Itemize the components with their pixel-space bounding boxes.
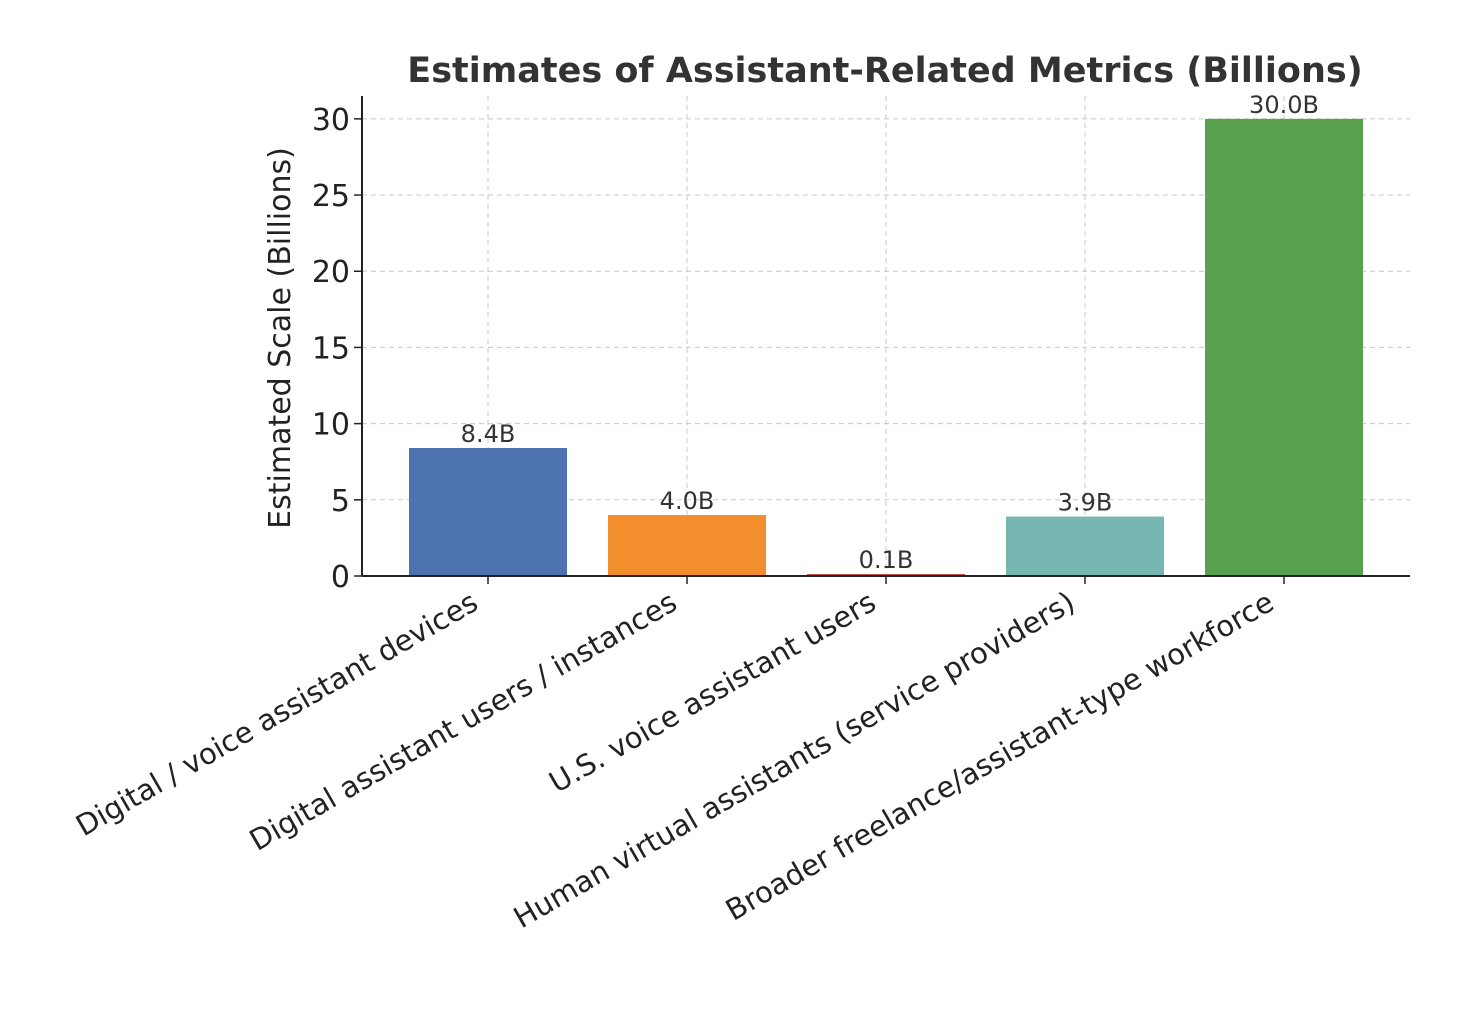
bar (1205, 118, 1363, 576)
data-label: 3.9B (1058, 489, 1113, 517)
bar (608, 515, 766, 576)
x-tick-label: Digital / voice assistant devices (70, 585, 484, 843)
data-label: 8.4B (461, 420, 516, 448)
y-tick-label: 5 (331, 484, 350, 519)
y-tick-label: 25 (312, 179, 350, 214)
axis-layer (354, 96, 1410, 584)
label-layer: 0 5 10 15 20 25 30 8.4B 4.0B 0.1B 3.9B 30.0B Digital… (70, 91, 1319, 935)
data-label: 30.0B (1249, 91, 1319, 119)
bar (409, 448, 567, 576)
y-tick-label: 10 (312, 408, 350, 443)
y-tick-label: 0 (331, 560, 350, 595)
bar (1006, 516, 1164, 576)
chart-title: Estimates of Assistant-Related Metrics (… (407, 51, 1362, 91)
y-tick-label: 15 (312, 331, 350, 366)
data-label: 4.0B (660, 487, 715, 515)
x-tick-label: U.S. voice assistant users (543, 585, 881, 800)
y-axis-title: Estimated Scale (Billions) (263, 147, 298, 529)
y-tick-label: 20 (312, 255, 350, 290)
y-tick-label: 30 (312, 103, 350, 138)
data-label: 0.1B (859, 546, 914, 574)
